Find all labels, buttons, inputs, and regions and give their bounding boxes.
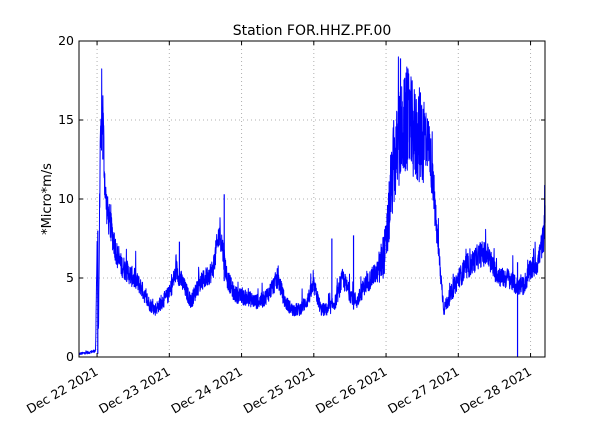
y-tick-label: 10 <box>58 191 74 206</box>
grid-layer <box>79 41 545 357</box>
y-tick-label: 0 <box>66 349 74 364</box>
y-tick-label: 15 <box>58 112 74 127</box>
chart-title: Station FOR.HHZ.PF.00 <box>233 23 392 39</box>
plot-layer <box>78 56 546 357</box>
y-axis-label: *Micro*m/s <box>40 163 55 235</box>
y-tick-label: 20 <box>58 33 74 48</box>
series-trace <box>78 56 546 355</box>
y-tick-label: 5 <box>66 270 74 285</box>
